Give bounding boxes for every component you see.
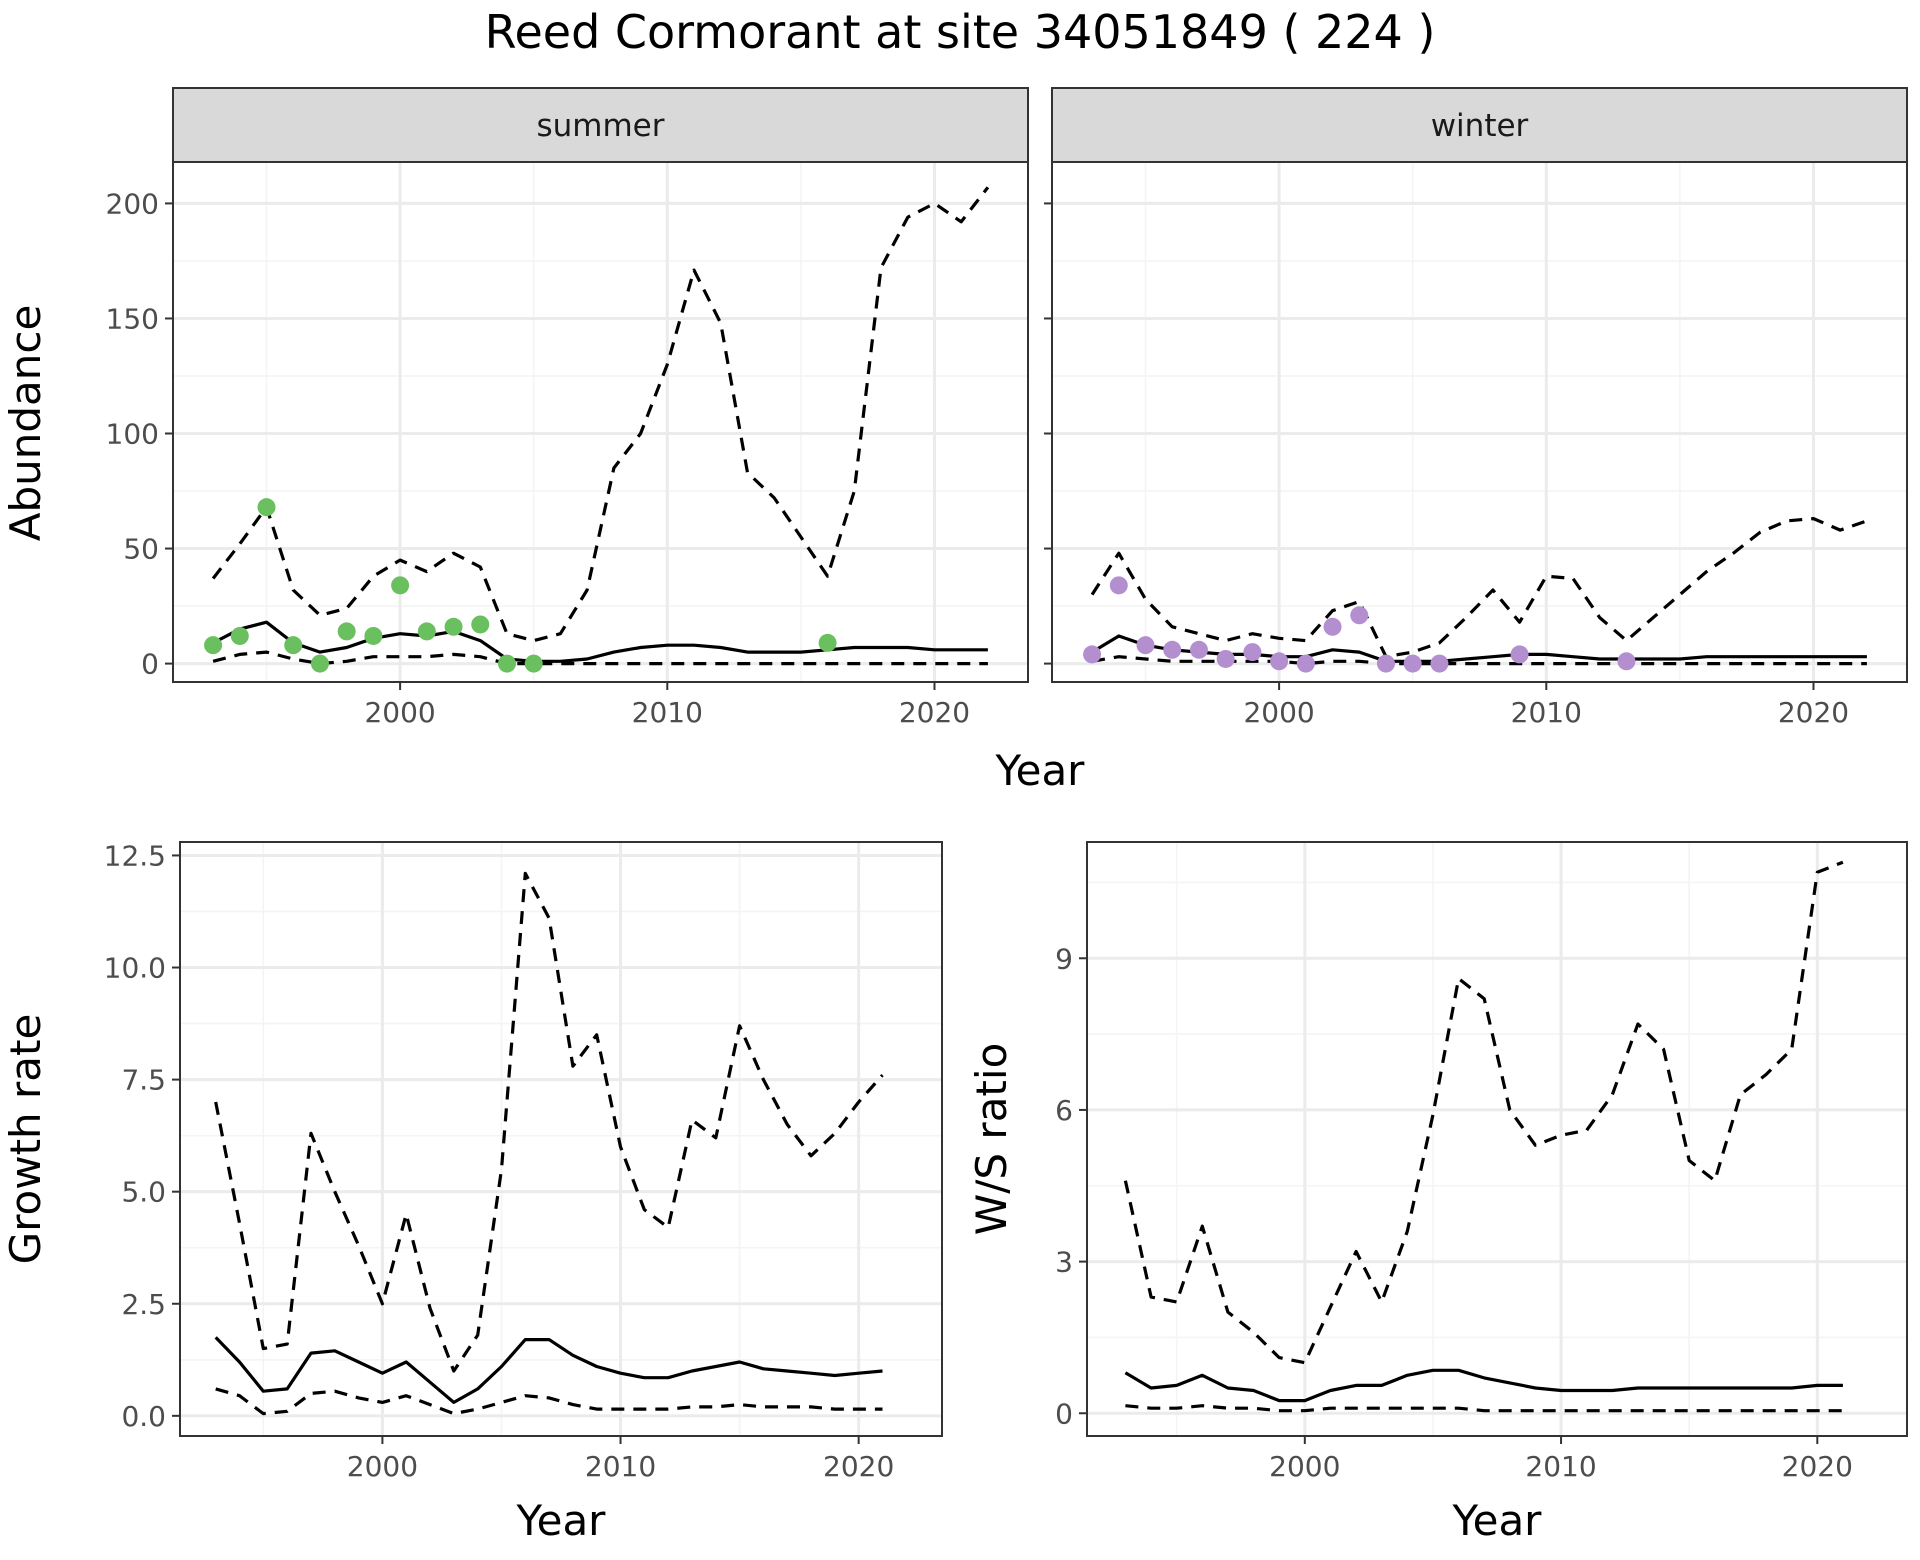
series-line-solid-0	[214, 1336, 883, 1405]
observed-point	[471, 615, 490, 634]
y-tick-label: 9	[1055, 942, 1073, 975]
panel-background	[173, 162, 1028, 682]
series-line-dashed-2	[1125, 1404, 1843, 1413]
x-axis-title: Year	[1452, 1496, 1543, 1545]
observed-point	[364, 626, 383, 645]
y-tick-label: 0	[141, 648, 159, 681]
chart-title: Reed Cormorant at site 34051849 ( 224 )	[485, 5, 1436, 59]
x-tick-label: 2000	[1269, 1450, 1340, 1483]
panel-summer: summer 2000 2010 2020 0 50 100 150 200 Abundance Y…	[1, 87, 1086, 795]
y-tick-label: 3	[1055, 1246, 1073, 1279]
observed-point	[391, 576, 410, 595]
x-tick-label: 2020	[1778, 696, 1849, 729]
facet-strip-label: summer	[536, 108, 664, 144]
observed-point	[204, 636, 223, 655]
x-tick-label: 2000	[364, 696, 435, 729]
series-line-dashed-2	[215, 1387, 883, 1416]
x-tick-label: 2020	[1782, 1450, 1853, 1483]
y-tick-label: 50	[123, 533, 159, 566]
panel-background	[1052, 162, 1907, 682]
observed-point	[1323, 617, 1342, 636]
x-tick-label: 2010	[632, 696, 703, 729]
observed-point	[1083, 645, 1102, 664]
series-line-dashed-2	[1091, 655, 1867, 666]
series-line-dashed-1	[1123, 860, 1844, 1365]
y-axis-title: Growth rate	[1, 1014, 50, 1265]
y-tick-label: 10.0	[104, 952, 166, 985]
y-tick-label: 200	[106, 187, 159, 220]
x-tick-label: 2000	[1243, 696, 1314, 729]
observed-point	[1270, 652, 1289, 671]
observed-point	[1510, 645, 1529, 664]
facet-strip	[172, 87, 1029, 163]
y-tick-label: 7.5	[121, 1064, 166, 1097]
observed-point	[1216, 649, 1235, 668]
y-tick-label: 150	[106, 302, 159, 335]
observed-point	[1617, 652, 1636, 671]
panel-background	[180, 842, 942, 1436]
y-tick-label: 0.0	[121, 1400, 166, 1433]
observed-point	[818, 633, 837, 652]
panel-winter: winter 2000 2010 2020	[1044, 87, 1908, 729]
x-tick-label: 2010	[585, 1450, 656, 1483]
observed-point	[524, 654, 543, 673]
x-tick-label: 2000	[347, 1450, 418, 1483]
observed-point	[284, 636, 303, 655]
panel-border	[1086, 841, 1908, 1437]
y-axis-title: Abundance	[1, 305, 50, 542]
observed-point	[444, 617, 463, 636]
x-tick-label: 2020	[899, 696, 970, 729]
series-line-solid-0	[1124, 1368, 1843, 1403]
y-tick-label: 12.5	[104, 839, 166, 872]
x-tick-label: 2010	[1525, 1450, 1596, 1483]
observed-point	[1163, 640, 1182, 659]
observed-point	[1376, 654, 1395, 673]
observed-point	[1243, 643, 1262, 662]
y-tick-label: 100	[106, 418, 159, 451]
series-line-dashed-1	[1090, 516, 1868, 659]
series-line-dashed-2	[212, 650, 988, 666]
y-tick-label: 0	[1055, 1397, 1073, 1430]
observed-point	[1403, 654, 1422, 673]
x-tick-label: 2010	[1511, 696, 1582, 729]
observed-point	[337, 622, 356, 641]
series-line-dashed-1	[211, 186, 990, 643]
observed-point	[1189, 640, 1208, 659]
panel-growth: 2000 2010 2020 0.0 2.5 5.0 7.5 10.0 12.5 Growth r…	[1, 839, 943, 1545]
observed-point	[257, 498, 276, 517]
x-axis-title: Year	[516, 1496, 607, 1545]
observed-point	[1296, 654, 1315, 673]
observed-point	[310, 654, 329, 673]
y-tick-label: 6	[1055, 1094, 1073, 1127]
x-tick-label: 2020	[823, 1450, 894, 1483]
observed-point	[230, 626, 249, 645]
series-line-solid-0	[212, 620, 988, 663]
y-axis-title: W/S ratio	[967, 1043, 1016, 1236]
facet-strip-label: winter	[1431, 108, 1529, 144]
y-tick-label: 5.0	[121, 1176, 166, 1209]
series-line-dashed-1	[214, 871, 884, 1373]
chart-panels: summer 2000 2010 2020 0 50 100 150 200 Abundance Y…	[1, 87, 1908, 1545]
x-axis-title: Year	[995, 746, 1086, 795]
facet-strip	[1051, 87, 1908, 163]
panel-border	[179, 841, 943, 1437]
observed-point	[1430, 654, 1449, 673]
observed-point	[497, 654, 516, 673]
y-tick-label: 2.5	[121, 1288, 166, 1321]
observed-point	[1136, 636, 1155, 655]
observed-point	[1350, 606, 1369, 625]
observed-point	[417, 622, 436, 641]
observed-point	[1109, 576, 1128, 595]
panel-background	[1087, 842, 1907, 1436]
panel-ratio: 2000 2010 2020 0 3 6 9 W/S ratio Year	[967, 841, 1908, 1545]
